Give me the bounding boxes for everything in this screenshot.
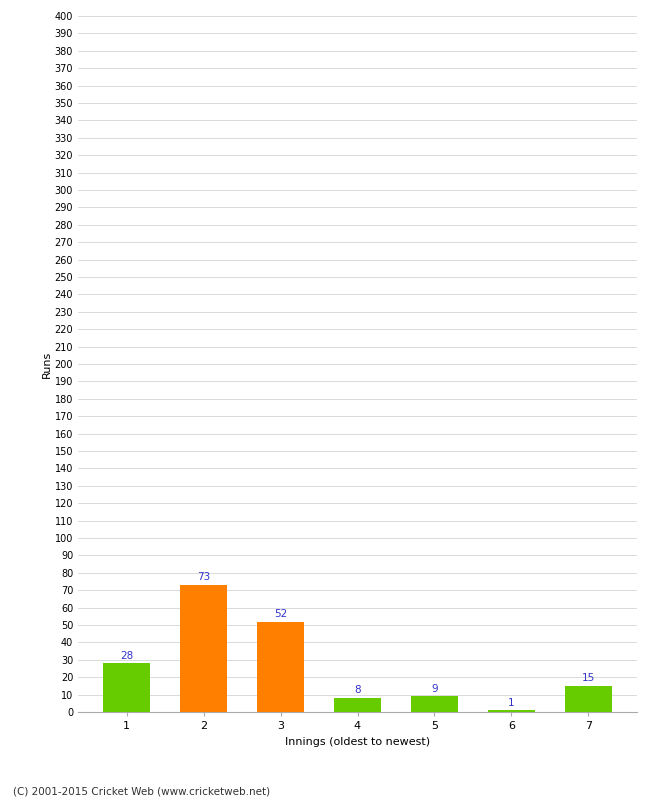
Text: 8: 8 bbox=[354, 686, 361, 695]
X-axis label: Innings (oldest to newest): Innings (oldest to newest) bbox=[285, 737, 430, 746]
Bar bbox=[566, 686, 612, 712]
Text: 28: 28 bbox=[120, 650, 133, 661]
Text: (C) 2001-2015 Cricket Web (www.cricketweb.net): (C) 2001-2015 Cricket Web (www.cricketwe… bbox=[13, 786, 270, 796]
Bar bbox=[103, 663, 150, 712]
Bar bbox=[334, 698, 381, 712]
Bar bbox=[257, 622, 304, 712]
Text: 15: 15 bbox=[582, 674, 595, 683]
Y-axis label: Runs: Runs bbox=[42, 350, 52, 378]
Bar bbox=[411, 696, 458, 712]
Text: 1: 1 bbox=[508, 698, 515, 708]
Bar bbox=[181, 585, 227, 712]
Text: 52: 52 bbox=[274, 609, 287, 619]
Bar bbox=[488, 710, 534, 712]
Text: 9: 9 bbox=[431, 684, 438, 694]
Text: 73: 73 bbox=[197, 572, 210, 582]
